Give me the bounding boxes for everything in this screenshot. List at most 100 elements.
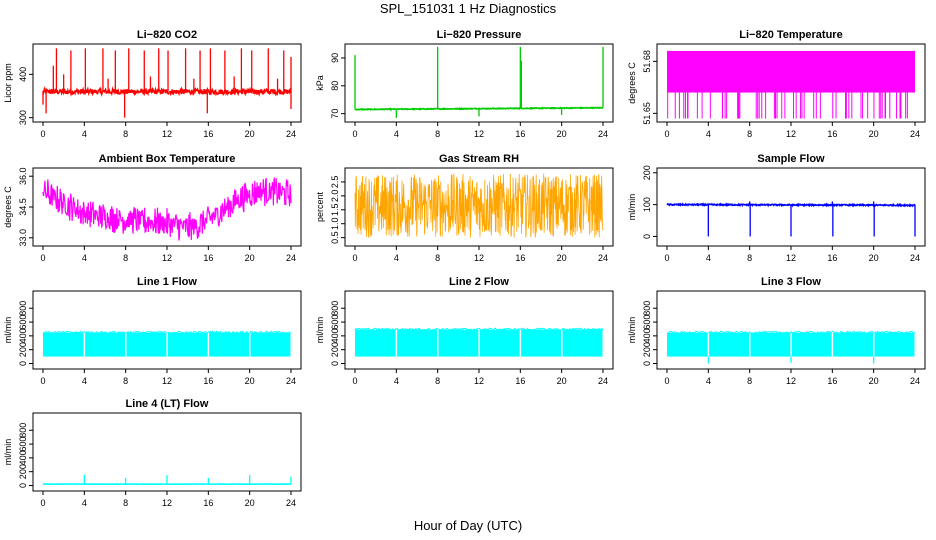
figure-title: SPL_151031 1 Hz Diagnostics (379, 1, 557, 16)
series-line (354, 173, 604, 238)
x-tick-label: 12 (786, 253, 796, 263)
y-tick-label: 300 (18, 110, 28, 125)
x-tick-label: 0 (352, 253, 357, 263)
x-tick-label: 8 (123, 376, 128, 386)
x-tick-label: 12 (162, 129, 172, 139)
y-tick-label: 800 (330, 301, 340, 316)
x-tick-label: 24 (598, 376, 608, 386)
x-tick-label: 8 (435, 376, 440, 386)
x-tick-label: 20 (245, 376, 255, 386)
x-tick-label: 8 (123, 129, 128, 139)
series-line (666, 330, 916, 335)
y-tick-label: 600 (18, 315, 28, 330)
y-axis-label: ml/min (627, 317, 637, 344)
plot-frame (32, 290, 302, 370)
y-tick-label: 200 (642, 342, 652, 357)
x-tick-label: 12 (474, 253, 484, 263)
x-tick-label: 0 (40, 498, 45, 508)
panel-title: Line 4 (LT) Flow (126, 398, 209, 410)
x-tick-label: 8 (747, 253, 752, 263)
x-tick-label: 4 (82, 376, 87, 386)
x-tick-label: 24 (910, 376, 920, 386)
panel-10: Line 4 (LT) Flow ml/min 0 4 8 12 16 20 24 0 200400… (3, 398, 302, 508)
x-tick-label: 16 (203, 253, 213, 263)
x-tick-label: 8 (123, 253, 128, 263)
x-tick-label: 12 (786, 129, 796, 139)
x-tick-label: 24 (286, 253, 296, 263)
figure-xlabel: Hour of Day (UTC) (413, 518, 523, 533)
y-tick-label: 200 (18, 342, 28, 357)
panel-9: Line 3 Flow ml/min 0 4 8 12 16 20 24 0 20040060080… (627, 276, 926, 386)
x-tick-label: 24 (286, 376, 296, 386)
y-tick-label: 400 (642, 328, 652, 343)
y-tick-label: 70 (330, 109, 340, 119)
series-1 (42, 48, 292, 118)
x-tick-label: 20 (869, 129, 879, 139)
panel-7: Line 1 Flow ml/min 0 4 8 12 16 20 24 0 20040060080… (3, 276, 302, 386)
series-band (43, 332, 84, 357)
y-tick-label: 1.0 (330, 217, 340, 230)
y-tick-label: 100 (642, 197, 652, 212)
series-band (250, 332, 291, 357)
y-tick-label: 200 (642, 165, 652, 180)
x-tick-label: 16 (827, 129, 837, 139)
y-tick-label: 200 (330, 342, 340, 357)
series-band (833, 332, 874, 357)
y-tick-label: 800 (642, 301, 652, 316)
x-tick-label: 20 (245, 129, 255, 139)
x-tick-label: 24 (598, 253, 608, 263)
y-tick-label: 51.65 (642, 102, 652, 125)
x-tick-label: 20 (869, 253, 879, 263)
x-tick-label: 24 (910, 253, 920, 263)
y-tick-label: 600 (642, 315, 652, 330)
x-tick-label: 0 (40, 253, 45, 263)
y-tick-label: 0 (642, 361, 652, 366)
x-tick-label: 0 (664, 253, 669, 263)
y-tick-label: 2.5 (330, 176, 340, 189)
y-axis-label: Licor ppm (3, 63, 13, 103)
series-line (42, 85, 292, 97)
y-axis-label: ml/min (3, 317, 13, 344)
panel-2: Li−820 Pressure kPa 0 4 8 12 16 20 24 70 80 90 (315, 29, 614, 139)
series-5 (354, 173, 604, 238)
x-tick-label: 12 (162, 498, 172, 508)
series-3 (667, 50, 915, 119)
x-tick-label: 12 (162, 253, 172, 263)
y-tick-label: 90 (330, 53, 340, 63)
x-tick-label: 20 (245, 498, 255, 508)
y-tick-label: 800 (18, 423, 28, 438)
y-tick-label: 400 (18, 328, 28, 343)
y-axis-label: degrees C (3, 186, 13, 228)
series-4 (42, 177, 292, 241)
series-9 (666, 330, 916, 364)
series-band (562, 329, 603, 357)
panel-title: Line 1 Flow (137, 276, 197, 288)
y-tick-label: 400 (330, 328, 340, 343)
x-tick-label: 4 (706, 129, 711, 139)
series-band (479, 329, 520, 357)
x-tick-label: 16 (203, 129, 213, 139)
y-tick-label: 200 (18, 464, 28, 479)
y-tick-label: 80 (330, 81, 340, 91)
y-tick-label: 0.5 (330, 231, 340, 244)
x-tick-label: 12 (474, 129, 484, 139)
x-tick-label: 8 (435, 129, 440, 139)
y-tick-label: 36.0 (18, 167, 28, 185)
panel-6: Sample Flow ml/min 0 4 8 12 16 20 24 0 100 200 (627, 153, 926, 263)
x-tick-label: 24 (286, 129, 296, 139)
series-band (791, 332, 832, 357)
panel-4: Ambient Box Temperature degrees C 0 4 8 12 16 2… (3, 153, 302, 263)
x-tick-label: 20 (557, 253, 567, 263)
series-band (397, 329, 438, 357)
panel-title: Li−820 Pressure (437, 29, 522, 41)
y-axis-label: degrees C (627, 62, 637, 104)
x-tick-label: 20 (869, 376, 879, 386)
series-band (750, 332, 791, 357)
x-tick-label: 4 (394, 376, 399, 386)
series-band (126, 332, 167, 357)
plot-frame (32, 43, 302, 123)
x-tick-label: 16 (515, 253, 525, 263)
y-tick-label: 0 (18, 483, 28, 488)
x-tick-label: 16 (827, 376, 837, 386)
x-tick-label: 8 (435, 253, 440, 263)
